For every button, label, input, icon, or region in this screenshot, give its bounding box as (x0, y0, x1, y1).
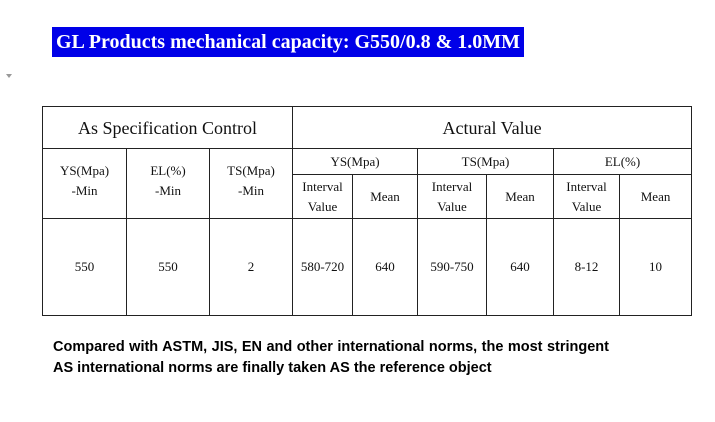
column-row: Interval Value Mean Interval Value Mean Inte… (43, 174, 693, 219)
title-banner: GL Products mechanical capacity: G550/0.… (52, 27, 525, 57)
column-header: Interval Value (553, 174, 620, 219)
data-cell: 8-12 (553, 218, 620, 316)
header-row: As Specification Control Actural Value (42, 106, 693, 149)
column-header: Interval Value (417, 174, 487, 219)
column-header: Mean (352, 174, 418, 219)
data-cell: 640 (352, 218, 418, 316)
note: Compared with ASTM, JIS, EN and other in… (53, 339, 609, 376)
data-cell: 2 (209, 218, 293, 316)
header-cell: Actural Value (291, 106, 693, 149)
data-cell: 580-720 (292, 218, 353, 316)
data-cell: 640 (486, 218, 554, 316)
data-cell: 550 (126, 218, 210, 316)
data-row: 550 550 2 580-720 640 590-750 640 8-12 10 (42, 218, 693, 316)
group-header: YS(Mpa) (292, 148, 418, 175)
column-header: Mean (486, 174, 554, 219)
spec-header: YS(Mpa) -Min (42, 148, 127, 219)
data-cell: 550 (42, 218, 127, 316)
spec-sub: -Min (238, 183, 264, 198)
spec-table: As Specification Control Actural Value YS(… (42, 106, 693, 316)
header-cell: As Specification Control (42, 106, 293, 149)
spec-header: TS(Mpa) -Min (209, 148, 293, 219)
group-header: EL(%) (552, 148, 693, 175)
data-cell: 590-750 (417, 218, 487, 316)
table-body: As Specification Control Actural Value YS(… (42, 106, 693, 316)
group-header: TS(Mpa) (417, 148, 554, 175)
spec-name: YS(Mpa) (59, 163, 110, 178)
spec-sub: -Min (155, 183, 181, 198)
column-header: Interval Value (292, 174, 353, 219)
data-cell: 10 (618, 218, 693, 316)
spec-header: EL(%) -Min (126, 148, 210, 219)
spec-sub: -Min (71, 183, 98, 198)
column-header: Mean (618, 174, 693, 219)
subheader-row: YS(Mpa) -Min EL(%) -Min TS(Mpa) -Min YS(Mpa) TS… (42, 148, 693, 219)
collapse-arrow (6, 74, 12, 78)
spec-name: TS(Mpa) (227, 163, 275, 178)
spec-name: EL(%) (150, 163, 186, 178)
